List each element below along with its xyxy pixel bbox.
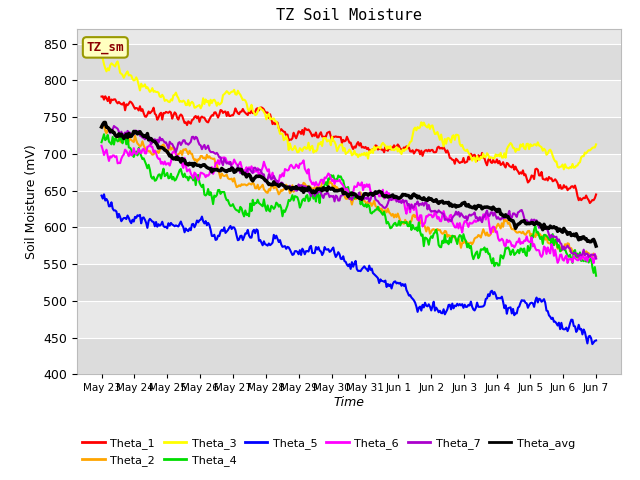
Theta_avg — [456, 203, 463, 209]
Bar — [77, 117, 621, 154]
Theta_1 — [410, 151, 418, 156]
Theta_1 — [260, 107, 268, 112]
Theta_3 — [457, 143, 465, 149]
Theta_3 — [409, 132, 417, 138]
Legend: Theta_1, Theta_2, Theta_3, Theta_4, Theta_5, Theta_6, Theta_7, Theta_avg: Theta_1, Theta_2, Theta_3, Theta_4, Thet… — [83, 438, 575, 466]
Theta_2 — [100, 122, 108, 128]
Theta_6 — [98, 143, 106, 149]
Theta_avg — [592, 243, 600, 249]
Theta_4 — [458, 238, 466, 244]
Line: Theta_6: Theta_6 — [102, 145, 596, 263]
Line: Theta_4: Theta_4 — [102, 134, 596, 276]
Theta_4 — [456, 232, 463, 238]
Theta_7 — [410, 204, 418, 210]
Theta_6 — [159, 159, 166, 165]
Theta_3 — [157, 94, 165, 100]
Theta_7 — [159, 136, 166, 142]
Theta_6 — [410, 207, 418, 213]
Theta_5 — [592, 337, 600, 343]
Theta_6 — [458, 229, 466, 235]
Theta_6 — [146, 142, 154, 148]
Theta_3 — [98, 55, 106, 60]
Theta_avg — [410, 191, 418, 197]
Bar — [77, 80, 621, 117]
Line: Theta_3: Theta_3 — [102, 58, 596, 169]
Theta_2 — [592, 254, 600, 260]
Theta_1 — [456, 160, 463, 166]
Theta_3 — [294, 149, 301, 155]
Theta_7 — [592, 256, 600, 262]
Line: Theta_5: Theta_5 — [102, 194, 596, 344]
Theta_2 — [260, 186, 268, 192]
Theta_4 — [295, 198, 303, 204]
Line: Theta_avg: Theta_avg — [102, 122, 596, 246]
Theta_5 — [458, 301, 466, 307]
Theta_6 — [589, 260, 597, 266]
Theta_4 — [410, 225, 418, 231]
Bar — [77, 301, 621, 337]
Theta_6 — [295, 165, 303, 171]
Theta_3 — [259, 107, 266, 113]
Theta_1 — [586, 200, 594, 206]
Theta_1 — [592, 192, 600, 197]
Theta_6 — [260, 159, 268, 165]
Theta_1 — [98, 94, 106, 99]
Theta_avg — [159, 145, 166, 151]
Bar — [77, 228, 621, 264]
Bar — [77, 44, 621, 80]
Theta_1 — [295, 128, 303, 134]
Title: TZ Soil Moisture: TZ Soil Moisture — [276, 9, 422, 24]
Theta_4 — [159, 170, 166, 176]
Theta_7 — [100, 120, 108, 125]
Theta_4 — [592, 273, 600, 278]
Theta_6 — [456, 220, 463, 226]
Line: Theta_2: Theta_2 — [102, 125, 596, 258]
Theta_1 — [458, 159, 466, 165]
Theta_5 — [98, 192, 106, 198]
Theta_1 — [99, 94, 107, 99]
Theta_4 — [116, 131, 124, 137]
Theta_7 — [98, 124, 106, 130]
Theta_2 — [159, 143, 166, 148]
Theta_avg — [458, 201, 466, 206]
Theta_6 — [592, 255, 600, 261]
Theta_avg — [101, 120, 109, 125]
Theta_5 — [456, 301, 463, 307]
Theta_2 — [456, 239, 463, 245]
Theta_3 — [592, 142, 600, 147]
Theta_2 — [295, 183, 303, 189]
Theta_2 — [579, 255, 586, 261]
Bar — [77, 191, 621, 228]
Theta_2 — [458, 240, 466, 246]
Theta_4 — [260, 196, 268, 202]
Theta_7 — [458, 212, 466, 218]
Theta_5 — [410, 298, 418, 303]
Y-axis label: Soil Moisture (mV): Soil Moisture (mV) — [24, 144, 38, 259]
Theta_2 — [410, 212, 418, 217]
Theta_5 — [589, 341, 596, 347]
Text: TZ_sm: TZ_sm — [86, 41, 124, 54]
Theta_7 — [260, 171, 268, 177]
Line: Theta_1: Theta_1 — [102, 96, 596, 203]
Theta_avg — [295, 186, 303, 192]
Theta_avg — [98, 124, 106, 130]
Bar — [77, 337, 621, 374]
Theta_2 — [98, 123, 106, 129]
Line: Theta_7: Theta_7 — [102, 122, 596, 259]
Theta_5 — [295, 252, 303, 257]
Theta_avg — [260, 176, 268, 181]
X-axis label: Time: Time — [333, 396, 364, 409]
Theta_1 — [159, 117, 166, 122]
Theta_5 — [159, 219, 166, 225]
Bar — [77, 154, 621, 191]
Theta_5 — [100, 192, 108, 197]
Bar — [77, 264, 621, 301]
Theta_4 — [98, 139, 106, 145]
Theta_7 — [295, 181, 303, 187]
Theta_5 — [260, 239, 268, 244]
Theta_7 — [456, 214, 463, 219]
Theta_3 — [454, 132, 462, 138]
Theta_3 — [560, 167, 568, 172]
